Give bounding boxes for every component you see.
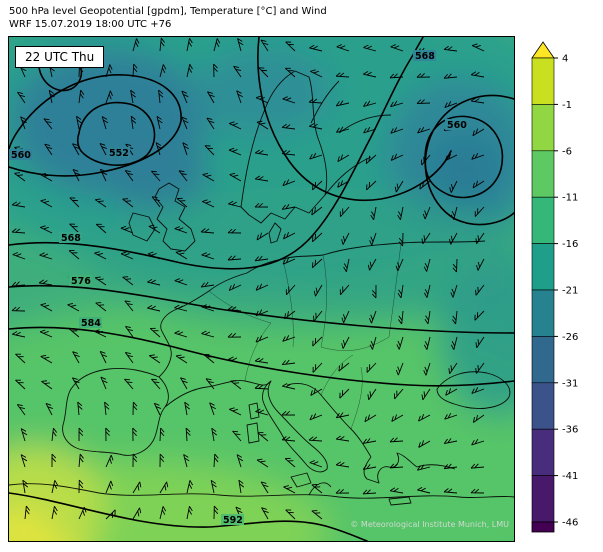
contour-label-bg [79,317,102,328]
colorbar-segment [531,289,555,337]
coastlines [9,70,514,506]
chart-title: 500 hPa level Geopotential [gpdm], Tempe… [9,6,327,17]
map-panel: 560 552 568 576 584 592 568 560 © Meteorologica… [8,36,515,542]
contour-label: 560 [447,120,467,131]
colorbar-canvas: 4 -1 -6 -11 -16 -21 -26 -31 -36 -41 -46 [531,41,578,533]
valid-time-label: 22 UTC Thu [15,46,105,68]
colorbar-overflow-bottom [531,521,555,533]
map-canvas: 560 552 568 576 584 592 568 560 © Meteorologica… [9,37,514,541]
colorbar-tick-label: -16 [562,239,578,250]
contour-label: 592 [223,515,243,526]
colorbar-tick-label: -1 [562,100,572,111]
colorbar-segment [531,243,555,291]
contour-label-bg [107,147,130,158]
valid-time-text: 22 UTC Thu [25,50,95,64]
contour-label: 552 [109,148,129,159]
colorbar-segment [531,57,555,105]
colorbar-tick-label: 4 [562,54,568,65]
contour-label-bg [221,514,244,525]
contour-label-bg [59,232,82,243]
colorbar-segment [531,150,555,198]
contour-label: 576 [71,276,91,287]
contour-label: 568 [61,233,81,244]
contour-label-layer: 560 552 568 576 584 592 568 560 [9,50,468,526]
colorbar-tick-label: -11 [562,193,578,204]
colorbar-tick-label: -6 [562,146,572,157]
contour-label-bg [9,149,32,160]
colorbar-overflow-top [531,41,555,59]
colorbar-segment [531,336,555,384]
colorbar-tick-label: -31 [562,378,578,389]
colorbar-tick-label: -26 [562,332,578,343]
colorbar-tick-label: -36 [562,425,578,436]
contour-label-bg [445,119,468,130]
colorbar-segment [531,428,555,476]
colorbar-segment [531,104,555,152]
colorbar-tick-label: -21 [562,286,578,297]
chart-subtitle-run-info: WRF 15.07.2019 18:00 UTC +76 [9,19,172,30]
colorbar-tick-label: -41 [562,471,578,482]
colorbar-segment [531,475,555,523]
wind-barbs [11,37,485,520]
contour-label-bg [413,50,436,61]
contour-label-bg [69,275,92,286]
contour-label: 584 [81,318,101,329]
colorbar-tick-label: -46 [562,518,578,529]
temperature-colorbar: 4 -1 -6 -11 -16 -21 -26 -31 -36 -41 -46 [528,40,602,542]
colorbar-segment [531,196,555,244]
colorbar-segment [531,382,555,430]
contour-label: 560 [11,150,31,161]
copyright-label: © Meteorological Institute Munich, LMU [350,520,509,529]
contour-label: 568 [415,51,435,62]
